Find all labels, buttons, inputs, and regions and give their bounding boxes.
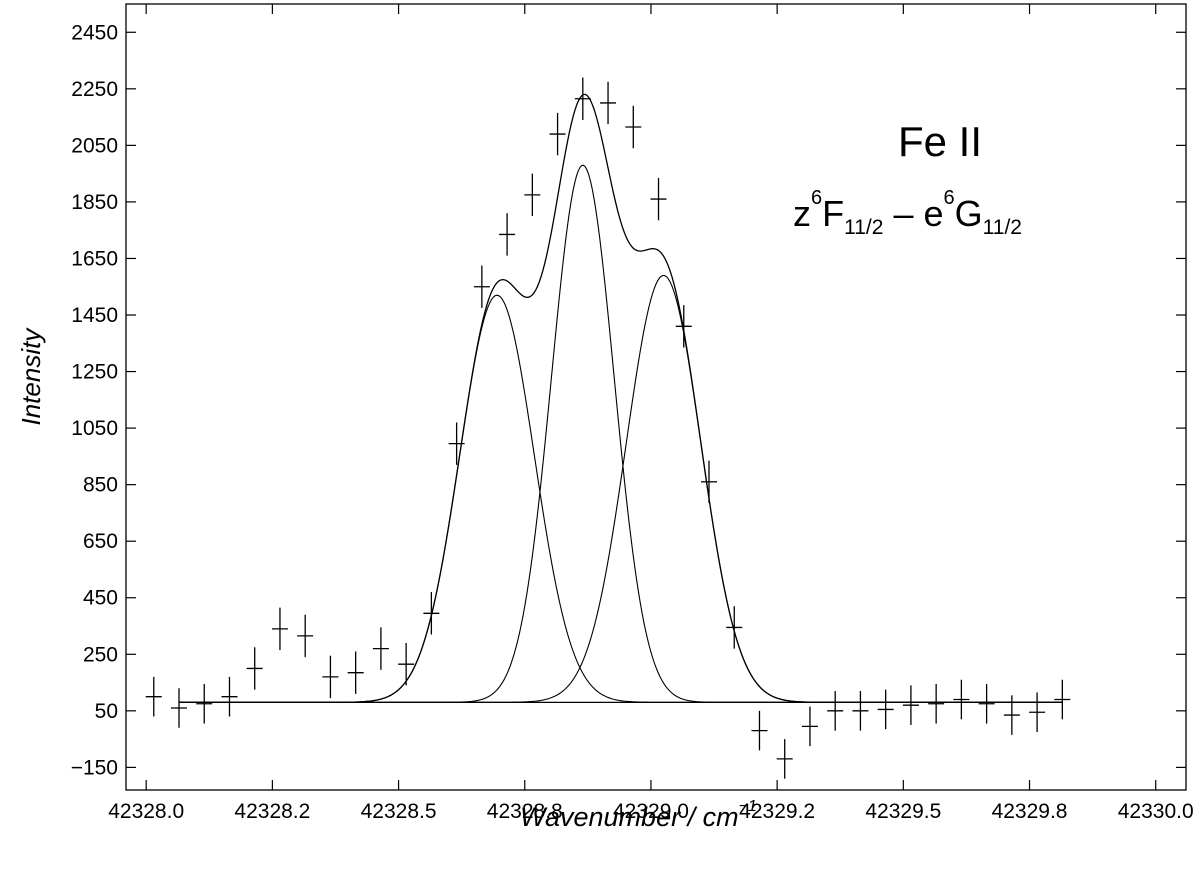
y-tick-label: 1050 [71, 417, 118, 440]
subtitle-part: 11/2 [844, 216, 884, 239]
x-tick-label: 42329.5 [865, 800, 941, 823]
x-axis-label-unit-exponent: −1 [738, 798, 757, 815]
x-tick-label: 42328.0 [108, 800, 184, 823]
x-tick-label: 42330.0 [1118, 800, 1194, 823]
x-tick-label: 42329.2 [739, 800, 815, 823]
axes [125, 3, 1187, 791]
x-tick-label: 42329.8 [992, 800, 1068, 823]
subtitle-part: F [822, 193, 845, 234]
y-tick-label: 2050 [71, 134, 118, 157]
y-tick-label: 2450 [71, 21, 118, 44]
y-axis-label: Intensity [16, 328, 46, 426]
y-tick-label: 50 [95, 700, 118, 723]
subtitle-part: 6 [943, 187, 955, 209]
subtitle-part: 11/2 [982, 216, 1022, 239]
y-tick-label: 2250 [71, 78, 118, 101]
x-tick-label: 42328.2 [234, 800, 310, 823]
fit-component-curve [179, 164, 1063, 703]
y-tick-label: 1850 [71, 191, 118, 214]
y-tick-label: 1450 [71, 304, 118, 327]
y-tick-label: 850 [83, 474, 118, 497]
fit-curves [179, 93, 1063, 703]
subtitle-part: – e [883, 193, 944, 234]
y-tick-label: −150 [71, 756, 118, 779]
chart-title: Fe II [897, 118, 983, 165]
y-tick-label: 1650 [71, 247, 118, 270]
x-ticks: 42328.0 42328.2 42328.5 42328.8 42329.0 42329… [108, 4, 1194, 823]
y-tick-label: 1250 [71, 361, 118, 384]
x-axis-label: Wavenumber / cm−1 [520, 798, 757, 833]
x-tick-label: 42329.0 [613, 800, 689, 823]
subtitle-part: G [954, 193, 983, 234]
subtitle-part: z [793, 193, 811, 234]
y-ticks: 2450225020501850165014501250105085065045… [71, 21, 1186, 779]
y-tick-label: 250 [83, 643, 118, 666]
x-tick-label: 42328.8 [487, 800, 563, 823]
fit-component-curve [179, 294, 1063, 703]
y-tick-label: 650 [83, 530, 118, 553]
plot-frame [125, 3, 1187, 791]
chart-subtitle: z6F11/2 – e6G11/2 [793, 187, 1022, 239]
fit-total-curve [179, 93, 1063, 703]
fit-component-curve [179, 274, 1063, 703]
subtitle-part: 6 [811, 187, 823, 209]
data-points [145, 77, 1071, 779]
y-tick-label: 450 [83, 587, 118, 610]
x-axis-label-text: Wavenumber / cm [520, 802, 739, 832]
x-tick-label: 42328.5 [361, 800, 437, 823]
